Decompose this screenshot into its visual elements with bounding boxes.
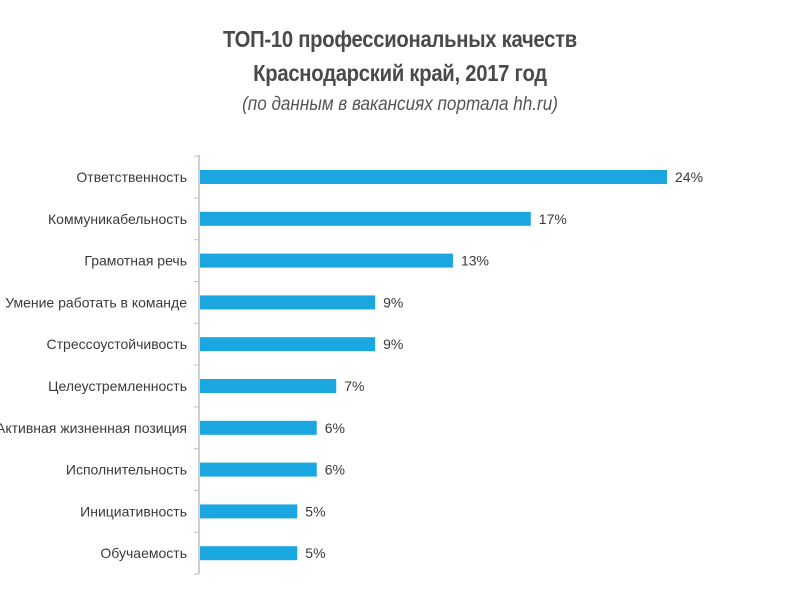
category-label: Коммуникабельность [48, 211, 187, 227]
data-label: 6% [325, 420, 345, 436]
bar [200, 170, 667, 184]
category-label: Ответственность [76, 169, 187, 185]
category-label: Обучаемость [100, 545, 187, 561]
data-label: 24% [675, 169, 703, 185]
data-label: 5% [305, 545, 325, 561]
bar [200, 462, 317, 477]
data-label: 17% [539, 211, 567, 227]
category-label: Умение работать в команде [5, 294, 187, 310]
chart-title: ТОП-10 профессиональных качеств [223, 26, 577, 52]
category-label: Инициативность [80, 503, 187, 519]
category-label: Стрессоустойчивость [47, 336, 187, 352]
bar [200, 504, 298, 519]
bar [200, 253, 453, 268]
bar [200, 295, 376, 310]
bar [200, 420, 317, 435]
data-label: 5% [305, 503, 325, 519]
category-label: Грамотная речь [84, 253, 187, 269]
category-label: Целеустремленность [48, 378, 187, 394]
chart-title-block: ТОП-10 профессиональных качеств Краснода… [0, 22, 800, 120]
data-label: 7% [344, 378, 364, 394]
chart-source-note: (по данным в вакансиях портала hh.ru) [242, 94, 558, 115]
bar [200, 337, 376, 352]
data-label: 9% [383, 336, 403, 352]
bar [200, 211, 531, 226]
bar [200, 379, 337, 393]
category-label: Активная жизненная позиция [0, 420, 187, 436]
data-label: 9% [383, 294, 403, 310]
bar [200, 546, 298, 561]
data-label: 13% [461, 253, 489, 269]
data-label: 6% [325, 462, 345, 478]
chart-subtitle: Краснодарский край, 2017 год [253, 60, 547, 86]
category-label: Исполнительность [66, 462, 187, 478]
